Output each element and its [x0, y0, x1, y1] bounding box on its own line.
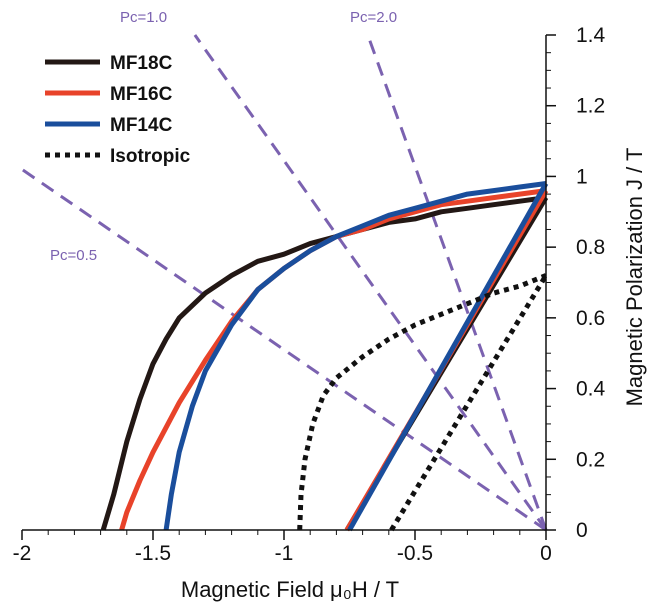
y-tick-label: 1 [576, 165, 588, 188]
series-lines [100, 181, 549, 532]
x-tick-label: 0 [540, 542, 552, 565]
legend-label-mf16c: MF16C [110, 84, 173, 105]
y-tick-label: 1.4 [576, 24, 606, 47]
y-tick-label: 0.8 [576, 236, 605, 259]
series-isotropic-j-curve [297, 273, 547, 531]
ticks: -2 -1.5 -1 -0.5 0 0 0.2 0.4 0.6 0.8 1 1.2 1.4 [13, 24, 606, 565]
x-tick-label: -0.5 [397, 542, 433, 565]
y-axis-title: Magnetic Polarization J / T [622, 148, 647, 407]
series-mf16c-j-curve [119, 188, 547, 531]
series-isotropic-b-line [389, 274, 549, 532]
legend: MF18C MF16C MF14C Isotropic [45, 53, 191, 167]
y-tick-label: 0.4 [576, 378, 606, 401]
permeance-label-pc-0-5: Pc=0.5 [50, 247, 97, 264]
permeance-line-pc-1-0 [193, 34, 548, 531]
y-tick-label: 1.2 [576, 95, 605, 118]
axes [22, 35, 547, 531]
permeance-labels: Pc=0.5 Pc=1.0 Pc=2.0 [50, 9, 397, 264]
legend-label-isotropic: Isotropic [110, 146, 191, 167]
permeance-line-pc-2-0 [366, 34, 548, 531]
permeance-label-pc-2-0: Pc=2.0 [350, 9, 397, 26]
x-tick-label: -2 [13, 542, 32, 565]
permeance-label-pc-1-0: Pc=1.0 [120, 9, 167, 26]
y-tick-label: 0.2 [576, 448, 605, 471]
series-mf14c-b-line [347, 182, 549, 532]
x-axis-title: Magnetic Field μ₀H / T [181, 577, 399, 602]
y-tick-label: 0.6 [576, 307, 605, 330]
permeance-line-pc-0-5 [21, 168, 547, 532]
series-mf18c-j-curve [100, 195, 547, 531]
x-tick-label: -1 [275, 542, 294, 565]
legend-label-mf14c: MF14C [110, 115, 173, 136]
x-tick-label: -1.5 [135, 542, 171, 565]
legend-label-mf18c: MF18C [110, 53, 173, 74]
y-tick-label: 0 [576, 519, 588, 542]
permeance-lines [21, 34, 548, 532]
series-mf14c-j-curve [163, 181, 547, 531]
